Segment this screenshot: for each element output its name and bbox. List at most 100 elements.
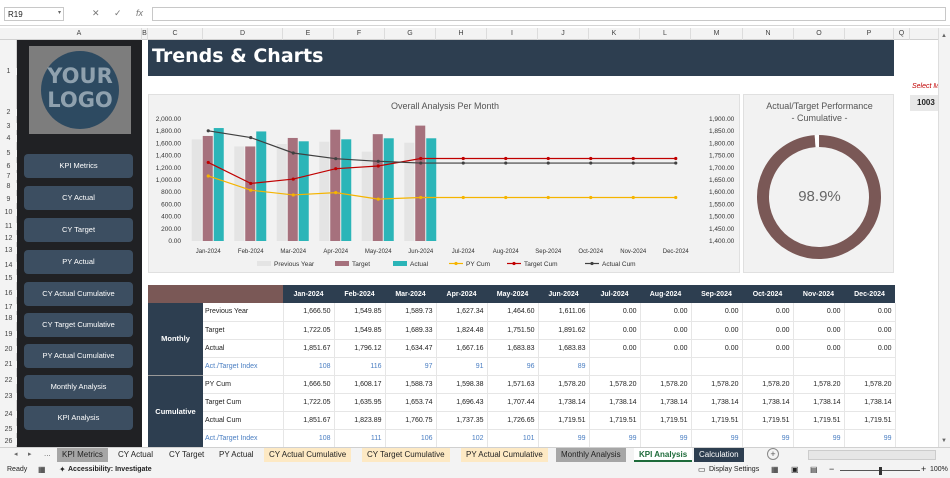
row-header-6[interactable]: 6 xyxy=(0,163,17,170)
name-box[interactable]: R19 xyxy=(4,7,64,21)
data-cell[interactable]: 1,796.12 xyxy=(334,339,386,358)
data-cell[interactable]: 1,578.20 xyxy=(640,375,692,394)
row-header-11[interactable]: 11 xyxy=(0,222,17,230)
data-cell[interactable]: 1,578.20 xyxy=(691,375,743,394)
column-header-F[interactable]: F xyxy=(334,28,385,40)
more-tabs-button[interactable]: ... xyxy=(44,449,51,458)
formula-input[interactable] xyxy=(152,7,946,21)
data-cell[interactable]: 0.00 xyxy=(640,321,692,340)
column-header-L[interactable]: L xyxy=(640,28,691,40)
row-label[interactable]: Target Cum xyxy=(203,393,284,412)
row-label[interactable]: Act./Target Index xyxy=(203,357,284,376)
sheet-tab-monthly-analysis[interactable]: Monthly Analysis xyxy=(556,448,626,462)
column-header-O[interactable]: O xyxy=(794,28,845,40)
column-header-I[interactable]: I xyxy=(487,28,538,40)
row-header-16[interactable]: 16 xyxy=(0,289,17,297)
data-cell[interactable]: 1,578.20 xyxy=(793,375,845,394)
cancel-icon[interactable]: ✕ xyxy=(92,8,100,18)
row-header-1[interactable]: 1 xyxy=(0,67,17,75)
data-cell[interactable]: 1,851.67 xyxy=(283,339,335,358)
data-cell[interactable]: 1,760.75 xyxy=(385,411,437,430)
accessibility-status[interactable]: Accessibility: Investigate xyxy=(68,466,152,473)
row-label[interactable]: Previous Year xyxy=(203,303,284,322)
data-cell[interactable]: 116 xyxy=(334,357,386,376)
row-header-2[interactable]: 2 xyxy=(0,108,17,116)
sheet-tab-cy-actual[interactable]: CY Actual xyxy=(113,448,158,462)
data-cell[interactable]: 1,891.62 xyxy=(538,321,590,340)
add-sheet-button[interactable]: + xyxy=(767,448,779,460)
row-header-12[interactable]: 12 xyxy=(0,234,17,242)
sheet-tab-py-actual-cumulative[interactable]: PY Actual Cumulative xyxy=(461,448,548,462)
data-cell[interactable] xyxy=(844,357,896,376)
zoom-in-icon[interactable]: + xyxy=(921,464,927,474)
data-cell[interactable]: 1,589.73 xyxy=(385,303,437,322)
data-cell[interactable]: 1,464.60 xyxy=(487,303,539,322)
row-header-24[interactable]: 24 xyxy=(0,410,17,418)
data-cell[interactable]: 0.00 xyxy=(691,321,743,340)
row-header-21[interactable]: 21 xyxy=(0,361,17,368)
column-header-A[interactable]: A xyxy=(17,28,142,40)
data-cell[interactable]: 101 xyxy=(487,429,539,448)
data-cell[interactable]: 1,738.14 xyxy=(691,393,743,412)
nav-button-py-actual-cumulative[interactable]: PY Actual Cumulative xyxy=(24,344,133,368)
data-cell[interactable]: 1,683.83 xyxy=(538,339,590,358)
row-label[interactable]: Actual xyxy=(203,339,284,358)
data-cell[interactable]: 1,722.05 xyxy=(283,393,335,412)
column-header-C[interactable]: C xyxy=(148,28,203,40)
data-cell[interactable]: 1,549.85 xyxy=(334,303,386,322)
row-header-20[interactable]: 20 xyxy=(0,346,17,353)
data-cell[interactable]: 1,571.63 xyxy=(487,375,539,394)
normal-view-icon[interactable]: ▦ xyxy=(771,465,779,474)
row-header-15[interactable]: 15 xyxy=(0,275,17,282)
data-cell[interactable]: 99 xyxy=(844,429,896,448)
row-header-14[interactable]: 14 xyxy=(0,262,17,269)
nav-button-cy-target-cumulative[interactable]: CY Target Cumulative xyxy=(24,313,133,337)
row-header-8[interactable]: 8 xyxy=(0,183,17,190)
nav-button-cy-actual[interactable]: CY Actual xyxy=(24,186,133,210)
name-box-dropdown-icon[interactable]: ▾ xyxy=(58,10,62,16)
row-header-25[interactable]: 25 xyxy=(0,425,17,433)
data-cell[interactable]: 1,719.51 xyxy=(589,411,641,430)
data-cell[interactable]: 99 xyxy=(691,429,743,448)
row-header-5[interactable]: 5 xyxy=(0,150,17,157)
data-cell[interactable]: 99 xyxy=(538,429,590,448)
page-layout-icon[interactable]: ▣ xyxy=(791,465,799,474)
nav-button-py-actual[interactable]: PY Actual xyxy=(24,250,133,274)
nav-button-cy-target[interactable]: CY Target xyxy=(24,218,133,242)
data-cell[interactable]: 108 xyxy=(283,429,335,448)
data-cell[interactable]: 99 xyxy=(793,429,845,448)
nav-button-kpi-metrics[interactable]: KPI Metrics xyxy=(24,154,133,178)
data-cell[interactable]: 108 xyxy=(283,357,335,376)
column-header-H[interactable]: H xyxy=(436,28,487,40)
row-header-17[interactable]: 17 xyxy=(0,303,17,311)
data-cell[interactable]: 1,751.50 xyxy=(487,321,539,340)
row-label[interactable]: Act./Target Index xyxy=(203,429,284,448)
data-cell[interactable] xyxy=(742,357,794,376)
enter-icon[interactable]: ✓ xyxy=(114,8,122,18)
data-cell[interactable]: 0.00 xyxy=(691,303,743,322)
row-header-7[interactable]: 7 xyxy=(0,172,17,180)
data-cell[interactable]: 0.00 xyxy=(844,303,896,322)
data-cell[interactable]: 1,627.34 xyxy=(436,303,488,322)
sheet-tab-cy-target-cumulative[interactable]: CY Target Cumulative xyxy=(362,448,450,462)
function-icon[interactable]: fx xyxy=(136,8,144,18)
data-cell[interactable]: 0.00 xyxy=(640,303,692,322)
display-settings-button[interactable]: Display Settings xyxy=(709,466,760,473)
column-header-G[interactable]: G xyxy=(385,28,436,40)
data-cell[interactable]: 106 xyxy=(385,429,437,448)
vertical-scrollbar[interactable] xyxy=(938,28,950,447)
data-cell[interactable]: 1,653.74 xyxy=(385,393,437,412)
data-cell[interactable]: 1,578.20 xyxy=(742,375,794,394)
data-cell[interactable]: 1,588.73 xyxy=(385,375,437,394)
row-header-10[interactable]: 10 xyxy=(0,209,17,216)
data-cell[interactable] xyxy=(793,357,845,376)
data-cell[interactable] xyxy=(640,357,692,376)
row-header-3[interactable]: 3 xyxy=(0,122,17,130)
data-cell[interactable]: 1,635.95 xyxy=(334,393,386,412)
data-cell[interactable]: 0.00 xyxy=(589,303,641,322)
row-header-18[interactable]: 18 xyxy=(0,314,17,322)
row-header-23[interactable]: 23 xyxy=(0,392,17,400)
row-header-19[interactable]: 19 xyxy=(0,330,17,338)
data-cell[interactable]: 1,738.14 xyxy=(742,393,794,412)
column-header-K[interactable]: K xyxy=(589,28,640,40)
